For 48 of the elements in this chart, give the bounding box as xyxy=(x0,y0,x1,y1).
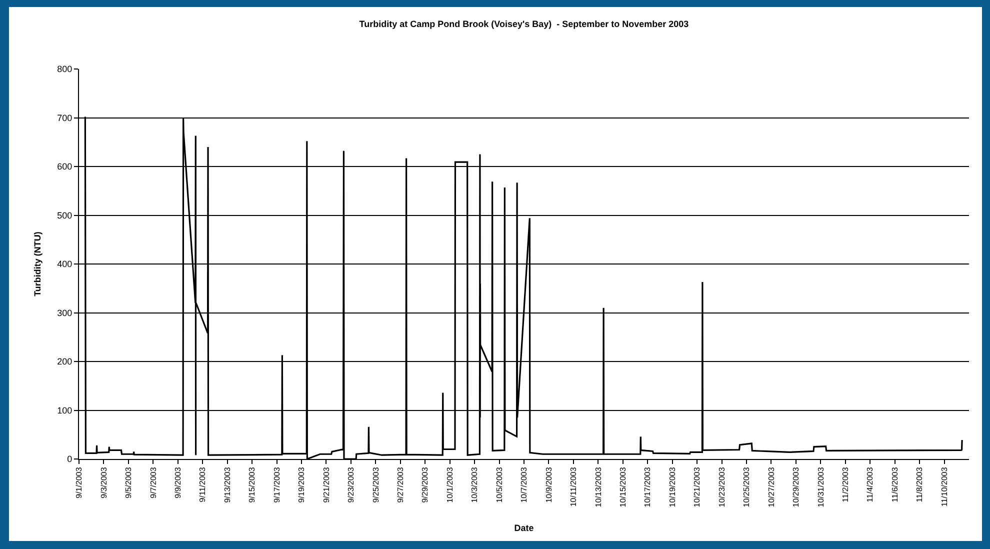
x-tick-label: 9/11/2003 xyxy=(198,466,208,502)
x-tick-label: 9/29/2003 xyxy=(420,466,430,503)
x-tick-label: 11/8/2003 xyxy=(915,466,924,502)
x-tick-label: 9/15/2003 xyxy=(248,466,257,503)
x-tick-label: 9/1/2003 xyxy=(74,466,84,498)
x-tick-label: 10/5/2003 xyxy=(494,466,504,503)
x-tick-label: 11/6/2003 xyxy=(890,466,900,502)
y-tick-label: 800 xyxy=(57,64,72,74)
x-tick-label: 11/10/2003 xyxy=(940,466,949,507)
x-tick-label: 9/19/2003 xyxy=(297,466,306,503)
chart-title: Turbidity at Camp Pond Brook (Voisey's Bay) - September to November 2003 xyxy=(359,19,689,30)
x-tick-label: 10/11/2003 xyxy=(569,466,578,507)
y-tick-label: 400 xyxy=(57,259,72,270)
x-tick-label: 9/13/2003 xyxy=(222,466,232,503)
y-tick-label: 600 xyxy=(57,162,72,172)
x-tick-label: 10/17/2003 xyxy=(643,466,652,508)
x-tick-label: 9/5/2003 xyxy=(124,466,134,498)
x-tick-label: 9/7/2003 xyxy=(148,466,158,498)
x-tick-label: 10/13/2003 xyxy=(594,466,603,508)
x-tick-label: 10/15/2003 xyxy=(618,466,628,508)
x-tick-label: 9/21/2003 xyxy=(322,466,331,503)
x-tick-label: 10/31/2003 xyxy=(816,466,826,508)
y-tick-label: 100 xyxy=(57,405,72,416)
x-tick-label: 10/25/2003 xyxy=(742,466,752,508)
y-tick-label: 300 xyxy=(57,308,72,318)
x-tick-label: 10/19/2003 xyxy=(668,466,677,508)
x-tick-label: 10/23/2003 xyxy=(717,466,726,508)
x-tick-label: 11/4/2003 xyxy=(866,466,875,502)
y-tick-label: 0 xyxy=(67,454,72,464)
x-tick-label: 10/27/2003 xyxy=(766,466,776,508)
x-tick-label: 10/9/2003 xyxy=(544,466,554,503)
x-tick-label: 10/21/2003 xyxy=(692,466,702,508)
x-tick-label: 11/2/2003 xyxy=(840,466,850,502)
x-tick-label: 10/7/2003 xyxy=(520,466,529,503)
x-axis-title: Date xyxy=(514,523,534,534)
x-tick-label: 9/25/2003 xyxy=(371,466,380,503)
x-tick-label: 10/1/2003 xyxy=(445,466,454,503)
x-tick-label: 9/3/2003 xyxy=(99,466,108,498)
x-tick-label: 9/27/2003 xyxy=(396,466,405,503)
x-tick-label: 9/9/2003 xyxy=(173,466,182,498)
y-axis-title: Turbidity (NTU) xyxy=(32,232,43,296)
y-tick-label: 700 xyxy=(57,112,72,123)
y-tick-label: 200 xyxy=(57,356,72,367)
x-tick-label: 10/29/2003 xyxy=(792,466,801,508)
x-tick-label: 10/3/2003 xyxy=(470,466,480,503)
x-tick-label: 9/17/2003 xyxy=(272,466,282,503)
y-tick-label: 500 xyxy=(57,210,72,220)
x-tick-label: 9/23/2003 xyxy=(346,466,356,503)
